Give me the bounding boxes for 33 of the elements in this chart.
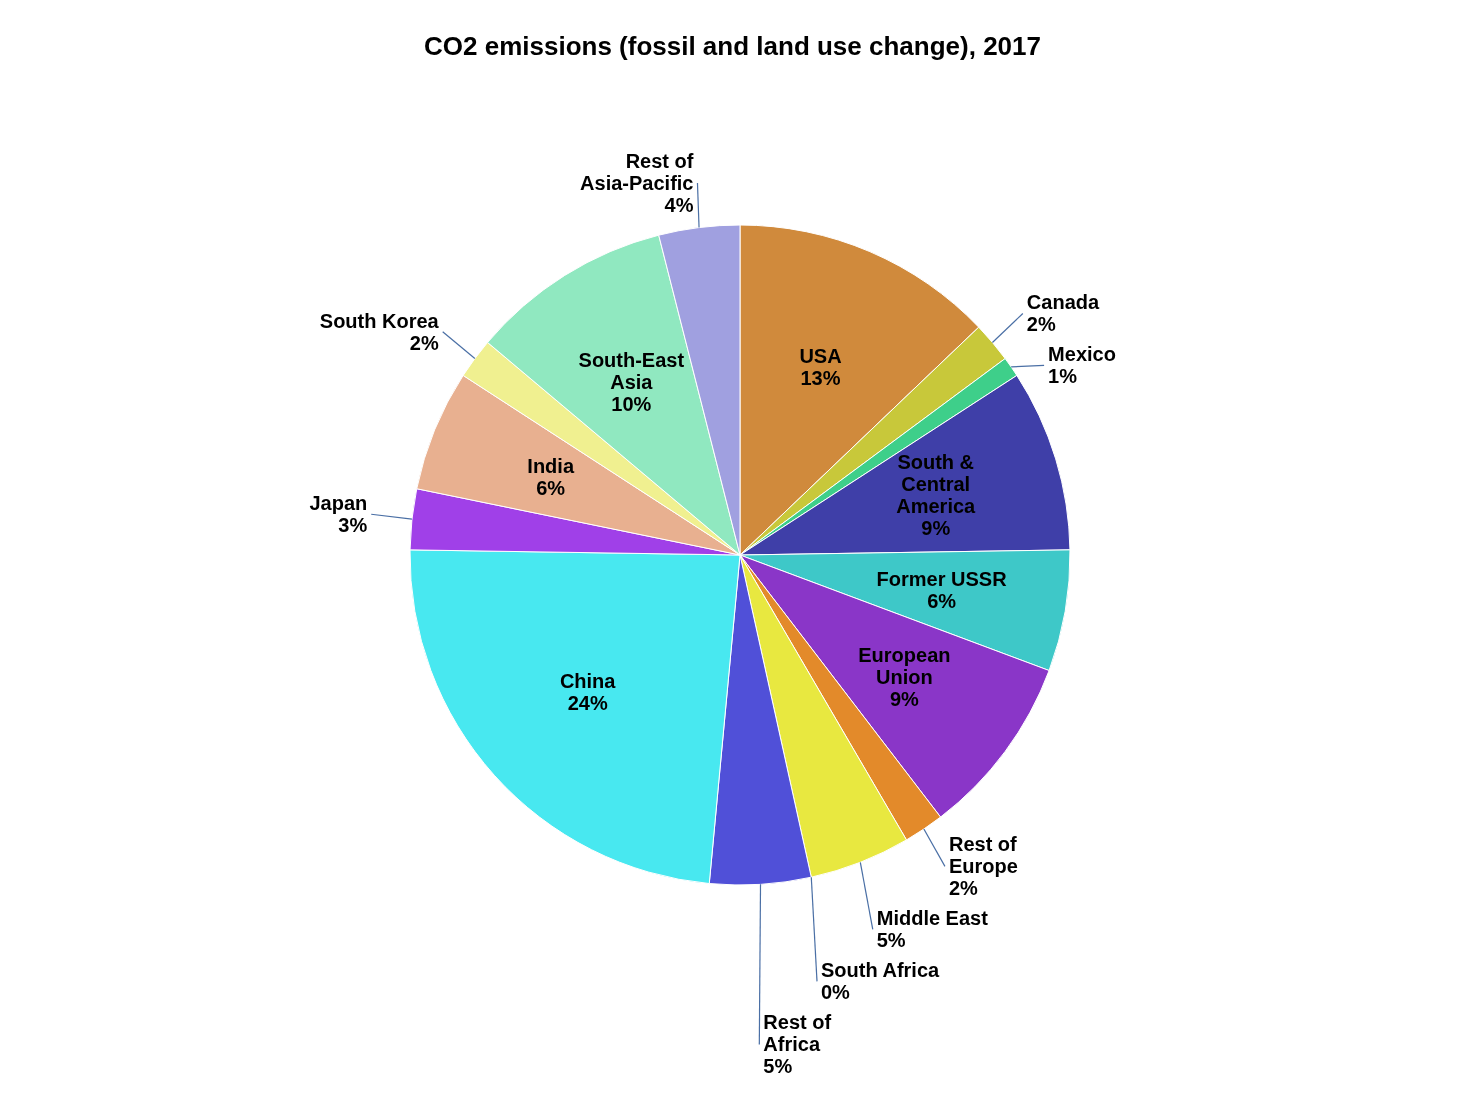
slice-label: South-East Asia bbox=[578, 348, 685, 393]
slice-label: China bbox=[559, 669, 617, 692]
slice-label: Rest of Europe bbox=[948, 833, 1018, 878]
slice-label: Middle East bbox=[876, 907, 989, 930]
data-label: 2% bbox=[409, 331, 439, 354]
data-label: 3% bbox=[338, 514, 368, 537]
slice-label: Canada bbox=[1026, 291, 1100, 314]
data-label: 10% bbox=[611, 392, 652, 415]
data-label: 9% bbox=[889, 687, 920, 710]
slice-label: South & Central America bbox=[896, 451, 977, 518]
slice-label: Rest of Africa bbox=[763, 1011, 832, 1056]
data-label: 5% bbox=[876, 929, 906, 952]
data-label: 2% bbox=[1026, 313, 1056, 336]
text: 0% bbox=[821, 981, 850, 1004]
slice-label: Mexico bbox=[1048, 343, 1116, 366]
slice-label: Rest of Asia-Pacific bbox=[580, 149, 694, 194]
slice-label: European Union bbox=[858, 643, 951, 688]
data-label: 13% bbox=[800, 366, 841, 389]
data-label: 4% bbox=[664, 193, 694, 216]
data-label: 6% bbox=[927, 589, 957, 612]
slice-label: USA bbox=[799, 344, 842, 367]
data-label: 6% bbox=[536, 477, 566, 500]
category-label: South Africa bbox=[821, 959, 940, 982]
slice-label: South Korea bbox=[319, 309, 440, 332]
chart-title: CO2 emissions (fossil and land use change), 2017 bbox=[424, 31, 1041, 61]
data-label: 5% bbox=[763, 1055, 793, 1078]
slice-label: Japan bbox=[309, 492, 368, 515]
slice-label: India bbox=[527, 455, 575, 478]
data-label: 24% bbox=[567, 691, 608, 714]
data-label: 1% bbox=[1048, 365, 1078, 388]
data-label: 2% bbox=[948, 877, 979, 900]
data-label: 9% bbox=[921, 517, 951, 540]
slice-label: Former USSR bbox=[876, 567, 1008, 590]
